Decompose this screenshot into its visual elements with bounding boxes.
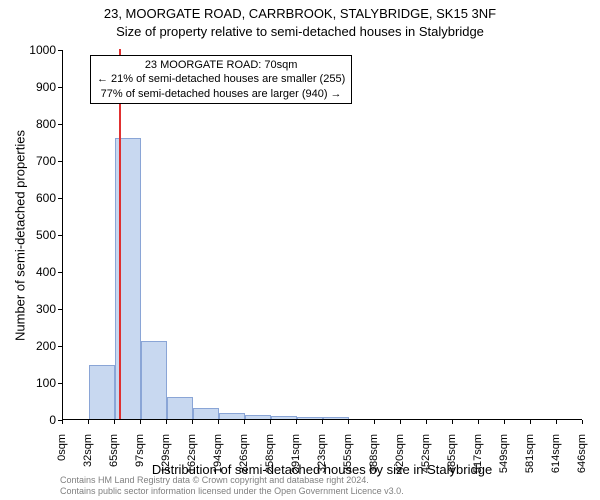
histogram-bar (271, 416, 297, 419)
y-tick-label: 1000 (0, 43, 56, 57)
x-tick-label: 420sqm (394, 434, 406, 484)
y-tick-mark (58, 272, 62, 273)
x-tick-mark (322, 420, 323, 424)
y-tick-mark (58, 383, 62, 384)
footer-line-2: Contains public sector information licen… (60, 486, 404, 497)
x-tick-mark (504, 420, 505, 424)
x-tick-label: 65sqm (108, 434, 120, 484)
histogram-bar (219, 413, 245, 419)
y-tick-mark (58, 161, 62, 162)
x-tick-mark (166, 420, 167, 424)
x-tick-mark (452, 420, 453, 424)
y-tick-mark (58, 50, 62, 51)
histogram-bar (297, 417, 323, 419)
x-tick-label: 162sqm (186, 434, 198, 484)
x-tick-mark (426, 420, 427, 424)
x-tick-label: 97sqm (134, 434, 146, 484)
x-tick-label: 517sqm (472, 434, 484, 484)
x-tick-label: 452sqm (420, 434, 432, 484)
x-tick-label: 323sqm (316, 434, 328, 484)
info-line-1: 23 MOORGATE ROAD: 70sqm (97, 58, 345, 72)
x-tick-mark (140, 420, 141, 424)
x-tick-mark (244, 420, 245, 424)
x-tick-label: 388sqm (368, 434, 380, 484)
x-tick-mark (88, 420, 89, 424)
x-tick-label: 258sqm (264, 434, 276, 484)
y-tick-mark (58, 235, 62, 236)
x-tick-label: 355sqm (342, 434, 354, 484)
x-tick-mark (582, 420, 583, 424)
y-tick-label: 200 (0, 339, 56, 353)
x-tick-label: 32sqm (82, 434, 94, 484)
x-tick-label: 549sqm (498, 434, 510, 484)
x-tick-label: 614sqm (550, 434, 562, 484)
info-annotation-box: 23 MOORGATE ROAD: 70sqm← 21% of semi-det… (90, 55, 352, 104)
chart-container: 23, MOORGATE ROAD, CARRBROOK, STALYBRIDG… (0, 0, 600, 500)
y-tick-label: 800 (0, 117, 56, 131)
y-tick-label: 600 (0, 191, 56, 205)
y-tick-mark (58, 124, 62, 125)
x-tick-mark (270, 420, 271, 424)
histogram-bar (89, 365, 115, 419)
plot-area (62, 50, 582, 420)
x-tick-mark (114, 420, 115, 424)
x-tick-label: 485sqm (446, 434, 458, 484)
x-tick-label: 194sqm (212, 434, 224, 484)
x-tick-mark (556, 420, 557, 424)
x-tick-label: 581sqm (524, 434, 536, 484)
y-tick-label: 700 (0, 154, 56, 168)
y-tick-mark (58, 87, 62, 88)
x-tick-label: 129sqm (160, 434, 172, 484)
x-tick-mark (478, 420, 479, 424)
x-tick-label: 0sqm (56, 434, 68, 484)
x-tick-label: 291sqm (290, 434, 302, 484)
x-tick-label: 646sqm (576, 434, 588, 484)
x-tick-mark (530, 420, 531, 424)
x-tick-label: 226sqm (238, 434, 250, 484)
x-tick-mark (400, 420, 401, 424)
histogram-bar (141, 341, 167, 419)
y-tick-label: 100 (0, 376, 56, 390)
y-tick-label: 300 (0, 302, 56, 316)
x-tick-mark (348, 420, 349, 424)
reference-marker-line (119, 49, 121, 419)
info-line-3: 77% of semi-detached houses are larger (… (97, 87, 345, 101)
info-line-2: ← 21% of semi-detached houses are smalle… (97, 72, 345, 86)
y-tick-mark (58, 198, 62, 199)
histogram-bar (193, 408, 219, 419)
y-tick-label: 0 (0, 413, 56, 427)
x-tick-mark (62, 420, 63, 424)
y-tick-mark (58, 346, 62, 347)
title-line-2: Size of property relative to semi-detach… (0, 24, 600, 39)
y-tick-label: 500 (0, 228, 56, 242)
histogram-bar (167, 397, 193, 419)
x-tick-mark (192, 420, 193, 424)
y-tick-label: 900 (0, 80, 56, 94)
histogram-bar (245, 415, 271, 419)
title-line-1: 23, MOORGATE ROAD, CARRBROOK, STALYBRIDG… (0, 6, 600, 21)
histogram-bar (323, 417, 349, 419)
y-tick-label: 400 (0, 265, 56, 279)
x-tick-mark (218, 420, 219, 424)
y-tick-mark (58, 309, 62, 310)
x-tick-mark (374, 420, 375, 424)
x-tick-mark (296, 420, 297, 424)
